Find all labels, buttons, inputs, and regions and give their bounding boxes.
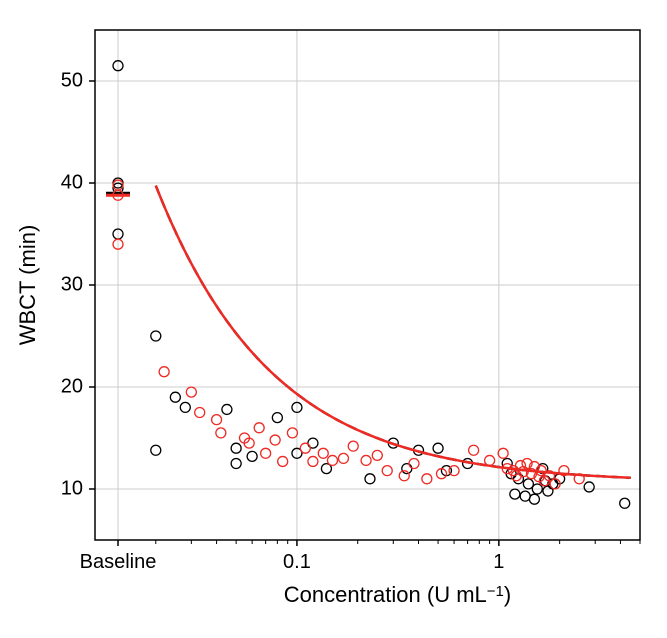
y-tick-label: 20 [61, 375, 83, 397]
y-axis-label: WBCT (min) [15, 225, 40, 346]
y-tick-label: 10 [61, 477, 83, 499]
x-baseline-label: Baseline [80, 551, 157, 573]
chart-bg [0, 0, 667, 638]
y-tick-label: 40 [61, 171, 83, 193]
x-tick-label: 1 [493, 551, 504, 573]
y-tick-label: 50 [61, 69, 83, 91]
x-axis-label: Concentration (U mL−1) [284, 582, 511, 607]
x-tick-label: 0.1 [283, 551, 311, 573]
y-tick-label: 30 [61, 273, 83, 295]
scatter-chart: 10 20 30 40 50 Baseline 0.1 1 WBCT (min) Concentr… [0, 0, 667, 638]
